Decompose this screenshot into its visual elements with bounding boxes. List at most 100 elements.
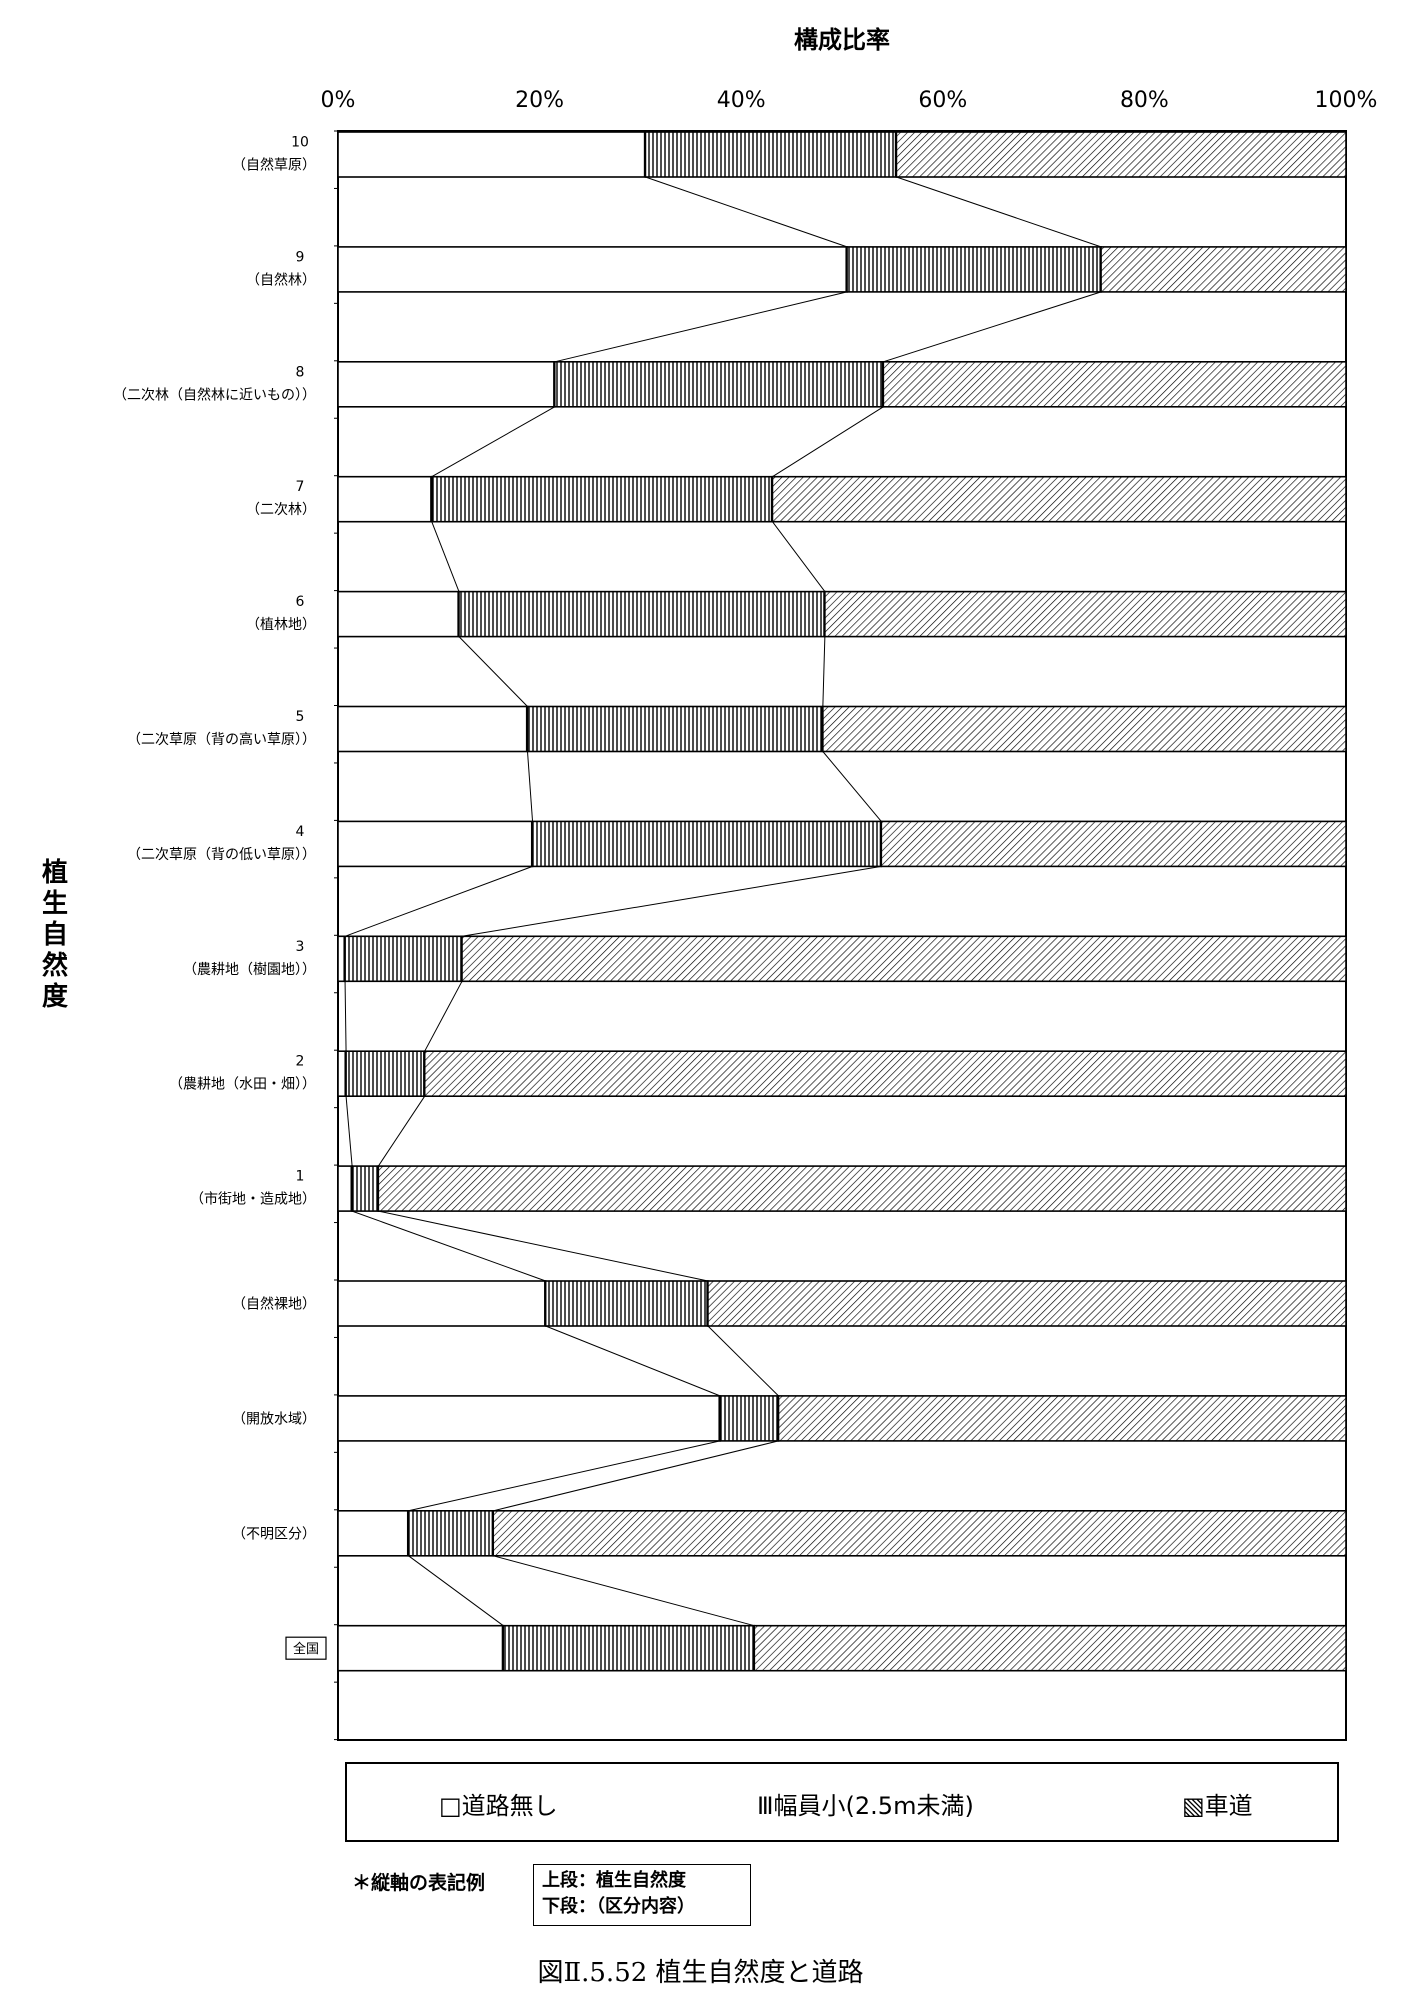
category-label-bottom: （不明区分） [232, 1526, 316, 1542]
bar-segment-no-road [337, 131, 647, 178]
connector-line [822, 751, 882, 822]
axis-note-line-2: 下段：（区分内容） [542, 1896, 695, 1917]
bar-segment-narrow-road [458, 590, 826, 638]
connector-line [822, 636, 826, 707]
connector-line [431, 521, 460, 592]
bar-segment-no-road [337, 1624, 505, 1672]
bar-segment-no-road [337, 1510, 410, 1557]
bar-segment-no-road [337, 1395, 721, 1442]
bar-segment-road [895, 131, 1347, 178]
y-axis-label-char: 自 [41, 920, 68, 950]
bar-segment-no-road [337, 705, 529, 753]
connector-line [707, 1325, 779, 1397]
bar-segment-road [461, 935, 1347, 983]
connector-line [408, 1555, 504, 1627]
y-axis-label-char: 生 [41, 889, 68, 919]
connector-line [461, 865, 882, 937]
bar-segment-no-road [337, 1165, 353, 1212]
x-tick-label: 80% [1120, 88, 1169, 113]
bar-segment-narrow-road [846, 246, 1102, 293]
bar-segment-road [423, 1050, 1347, 1097]
bar-segment-narrow-road [544, 1280, 709, 1327]
connector-line [772, 406, 884, 478]
bar-segment-road [824, 590, 1347, 638]
bar-segment-no-road [337, 590, 460, 638]
category-label-top: 10 [291, 135, 309, 151]
bar-segment-narrow-road [345, 1050, 426, 1097]
axis-note-line-1: 上段：植生自然度 [542, 1870, 686, 1891]
bar-segment-no-road [337, 360, 556, 408]
bar-segment-road [880, 820, 1347, 868]
legend-item-road: ▧車道 [1182, 1786, 1253, 1821]
connector-line [431, 406, 555, 478]
category-label-bottom: （市街地・造成地） [190, 1191, 316, 1208]
figure-caption: 図Ⅱ.5.52 植生自然度と道路 [537, 1958, 864, 1988]
category-label-top: 3 [296, 939, 305, 955]
bar-segment-narrow-road [553, 360, 885, 408]
bar-segment-narrow-road [407, 1510, 495, 1557]
connector-line [424, 981, 463, 1052]
legend-item-narrow-road: Ⅲ幅員小(2.5m未満) [757, 1786, 974, 1821]
connector-line [883, 291, 1102, 363]
bar-segment-road [777, 1395, 1347, 1442]
bar-segment-narrow-road [644, 131, 898, 178]
category-label-bottom: （農耕地（水田・畑）） [169, 1076, 316, 1093]
bar-segment-no-road [337, 1280, 547, 1327]
connector-lines [344, 176, 1102, 1627]
connector-line [408, 1440, 721, 1512]
category-label-bottom: （二次草原（背の低い草原）） [127, 847, 316, 863]
connector-line [458, 636, 528, 707]
connector-line [554, 291, 848, 363]
x-tick-label: 60% [918, 88, 967, 113]
category-label-top: 9 [296, 249, 305, 265]
bar-segment-road [492, 1510, 1347, 1557]
category-label-top: 5 [296, 709, 305, 725]
bar-segment-narrow-road [344, 935, 463, 983]
x-tick-label: 20% [515, 88, 564, 113]
bar-segment-road [822, 705, 1347, 753]
legend-label-no-road: □道路無し [439, 1792, 558, 1820]
legend-item-no-road: □道路無し [439, 1786, 558, 1821]
bar-segment-narrow-road [351, 1165, 380, 1212]
category-label-top: 7 [296, 479, 305, 495]
y-axis-label-char: 然 [41, 951, 68, 981]
connector-line [377, 1095, 426, 1167]
category-label-top: 8 [296, 364, 305, 380]
bar-segment-road [1100, 246, 1347, 293]
y-axis-label-char: 植 [41, 858, 68, 888]
y-axis-label-char: 度 [41, 982, 68, 1012]
bar-segment-narrow-road [531, 820, 883, 868]
connector-line [493, 1555, 755, 1627]
category-label-bottom: （開放水域） [232, 1411, 316, 1427]
category-label-bottom: （自然裸地） [232, 1296, 316, 1313]
category-label-top: 4 [296, 824, 305, 840]
category-label-bottom: （自然林） [246, 271, 316, 288]
connector-line [645, 176, 848, 248]
x-axis-tick-labels: 0% 20% 40% 60% 80% 100% [321, 88, 1378, 113]
category-label-bottom: （二次草原（背の高い草原）） [127, 731, 316, 748]
connector-line [351, 1210, 546, 1282]
connector-line [378, 1210, 709, 1282]
connector-line [493, 1440, 779, 1512]
bar-segment-no-road [337, 246, 848, 293]
bar-segment-road [377, 1165, 1347, 1212]
bar-segment-road [753, 1624, 1347, 1672]
category-label-top: 1 [296, 1169, 305, 1185]
connector-line [772, 521, 826, 592]
bar-segment-road [882, 360, 1347, 408]
category-labels: 10 （自然草原） 9 （自然林） 8 （二次林（自然林に近いもの）） 7 （二次林） 6 （植林… [113, 135, 327, 1660]
connector-line [545, 1325, 721, 1397]
legend-label-road: ▧車道 [1182, 1792, 1253, 1820]
connector-line [896, 176, 1102, 248]
x-tick-label: 0% [321, 88, 356, 113]
bars [337, 131, 1347, 1672]
x-tick-label: 100% [1315, 88, 1378, 113]
category-label-top: 2 [296, 1054, 305, 1070]
connector-line [345, 1096, 353, 1167]
category-label-box [285, 1636, 327, 1660]
connector-line [344, 865, 533, 937]
bar-segment-road [707, 1280, 1347, 1327]
category-label-bottom: （二次林） [246, 502, 316, 518]
bar-segment-narrow-road [430, 475, 774, 523]
